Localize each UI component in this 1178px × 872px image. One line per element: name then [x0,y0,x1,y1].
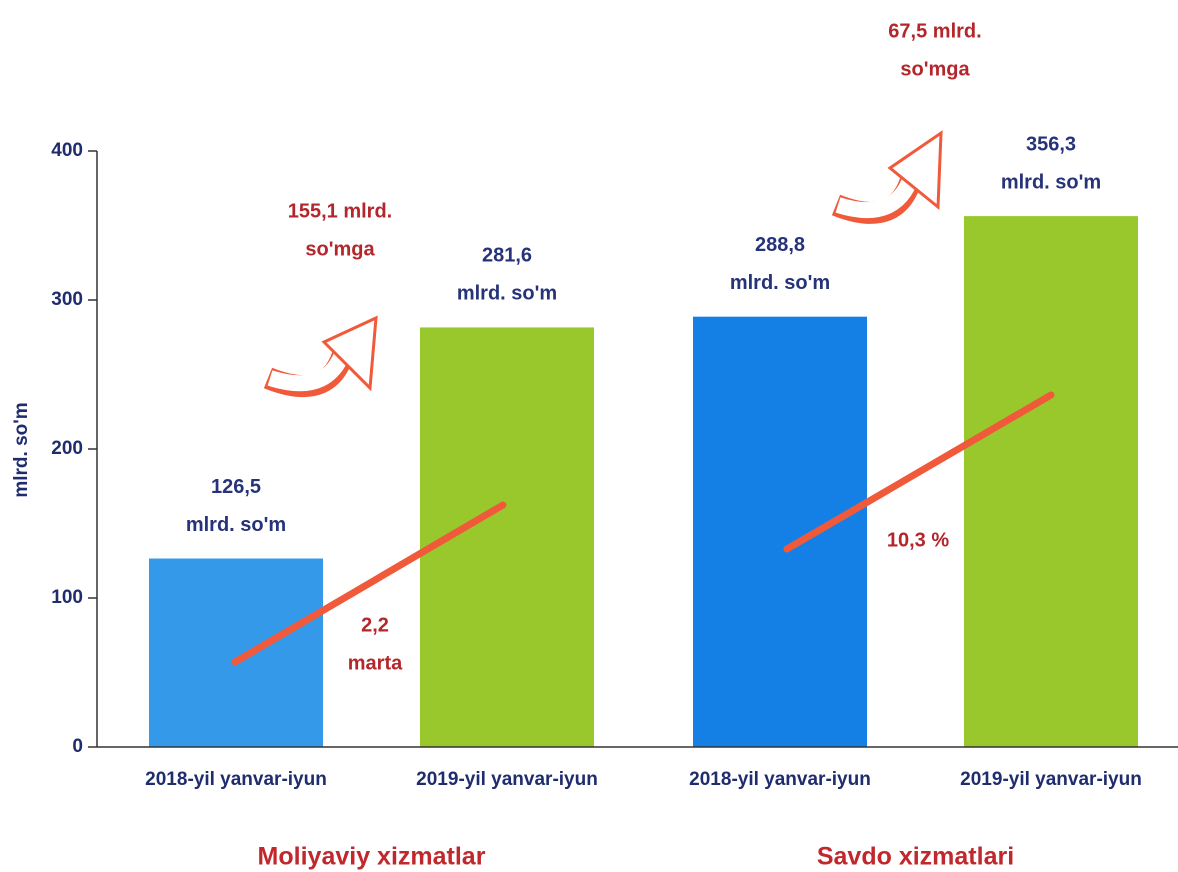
value-label: 126,5 [211,476,261,498]
annotation: 2,2 [361,614,389,636]
arrow-head [887,130,943,211]
bar [693,316,867,747]
annotation: so'mga [305,238,375,260]
trend-line [231,501,507,666]
annotation: so'mga [900,58,970,80]
bar [964,216,1138,747]
annotation: 67,5 mlrd. [888,20,981,42]
y-tick-label: 200 [51,438,83,459]
y-tick-label: 100 [51,587,83,608]
y-tick-label: 0 [72,736,83,757]
x-tick-label: 2018-yil yanvar-iyun [145,769,327,790]
annotation: 155,1 mlrd. [288,200,393,222]
arrows [263,130,943,398]
value-label: 356,3 [1026,133,1076,155]
value-label-unit: mlrd. so'm [1001,171,1101,193]
group-label: Savdo xizmatlari [817,843,1014,871]
bar [149,558,323,747]
x-tick-label: 2019-yil yanvar-iyun [960,769,1142,790]
value-label-unit: mlrd. so'm [730,272,830,294]
trend-line [783,391,1055,553]
x-tick-label: 2018-yil yanvar-iyun [689,769,871,790]
value-label-unit: mlrd. so'm [186,514,286,536]
arrow-head [321,315,378,392]
value-label-unit: mlrd. so'm [457,283,557,305]
annotation: marta [348,652,403,674]
y-tick-label: 400 [51,140,83,161]
annotation: 10,3 % [887,529,949,551]
value-label: 288,8 [755,234,805,256]
x-tick-label: 2019-yil yanvar-iyun [416,769,598,790]
y-tick-label: 300 [51,289,83,310]
group-label: Moliyaviy xizmatlar [258,843,486,871]
y-axis-label: mlrd. so'm [11,402,32,497]
value-label: 281,6 [482,245,532,267]
